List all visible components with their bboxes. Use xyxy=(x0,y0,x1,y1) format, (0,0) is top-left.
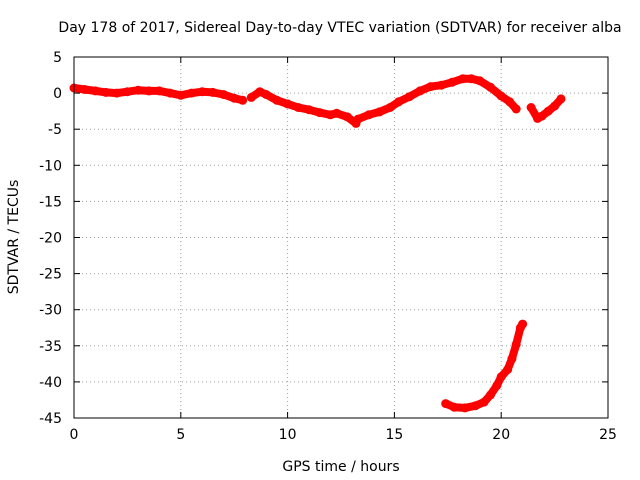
data-point xyxy=(353,114,363,124)
y-tick-label: -25 xyxy=(39,267,62,283)
data-point xyxy=(507,354,517,364)
series-group xyxy=(441,319,528,413)
data-point xyxy=(511,339,521,349)
data-point xyxy=(479,397,489,407)
data-point xyxy=(154,86,164,96)
data-point xyxy=(436,80,446,90)
data-point xyxy=(272,95,282,105)
data-point xyxy=(404,92,414,102)
data-point xyxy=(283,99,293,109)
x-tick-label: 10 xyxy=(279,427,297,443)
data-point xyxy=(511,104,521,114)
data-point xyxy=(315,108,325,118)
data-point xyxy=(133,85,143,95)
data-point xyxy=(246,92,256,102)
x-tick-label: 20 xyxy=(492,427,510,443)
data-point xyxy=(460,403,470,413)
x-tick-label: 25 xyxy=(599,427,617,443)
data-point xyxy=(219,90,228,99)
axis-ticks: 0 5 10 15 20 25 5 0 -5 -10 -15 -20 -25 -30 -35 -40 -45 xyxy=(39,50,617,443)
data-point xyxy=(486,390,495,400)
data-point xyxy=(471,401,481,411)
data-series xyxy=(69,74,566,413)
y-tick-label: -20 xyxy=(39,231,62,247)
data-point xyxy=(293,103,303,112)
data-point xyxy=(165,88,175,98)
data-point xyxy=(176,90,186,100)
data-point xyxy=(90,86,100,96)
y-tick-label: 5 xyxy=(53,50,62,66)
data-point xyxy=(466,74,476,84)
data-point xyxy=(492,381,502,390)
series-group xyxy=(246,87,361,128)
data-point xyxy=(261,90,271,99)
x-axis-label: GPS time / hours xyxy=(282,459,399,475)
data-point xyxy=(505,97,515,107)
data-point xyxy=(394,97,404,107)
data-point xyxy=(518,319,528,329)
y-tick-label: -40 xyxy=(39,375,62,391)
x-tick-label: 5 xyxy=(176,427,185,443)
y-tick-label: -5 xyxy=(48,122,62,138)
x-tick-label: 0 xyxy=(70,427,79,443)
y-tick-label: -15 xyxy=(39,194,62,210)
data-point xyxy=(364,110,374,120)
data-point xyxy=(332,108,342,118)
data-point xyxy=(238,95,248,105)
chart-title: Day 178 of 2017, Sidereal Day-to-day VTE… xyxy=(58,20,621,36)
data-point xyxy=(342,112,352,122)
data-point xyxy=(426,82,436,92)
data-point xyxy=(304,105,314,115)
data-point xyxy=(556,94,566,104)
data-point xyxy=(187,88,196,98)
data-point xyxy=(441,399,451,409)
series-group xyxy=(526,94,566,123)
data-point xyxy=(385,103,395,112)
data-point xyxy=(447,77,457,87)
data-point xyxy=(229,93,239,103)
y-tick-label: -10 xyxy=(39,158,62,174)
y-tick-label: -30 xyxy=(39,303,62,319)
data-point xyxy=(543,106,553,116)
data-point xyxy=(122,87,132,97)
data-point xyxy=(80,85,90,94)
data-point xyxy=(503,365,513,375)
y-tick-label: -45 xyxy=(39,411,62,427)
data-point xyxy=(449,402,459,412)
data-point xyxy=(415,86,425,96)
data-point xyxy=(526,103,536,112)
x-tick-label: 15 xyxy=(385,427,403,443)
data-point xyxy=(374,107,384,117)
data-point xyxy=(550,101,560,111)
data-point xyxy=(208,87,218,97)
data-point xyxy=(197,87,207,97)
y-tick-label: 0 xyxy=(53,86,62,102)
y-tick-label: -35 xyxy=(39,339,62,355)
data-point xyxy=(496,91,506,101)
data-point xyxy=(475,76,485,86)
data-point xyxy=(486,82,495,92)
series-line xyxy=(441,320,527,412)
series-group xyxy=(69,83,248,105)
data-point xyxy=(496,372,506,382)
data-point xyxy=(458,74,468,84)
y-axis-label: SDTVAR / TECUs xyxy=(6,180,22,295)
data-point xyxy=(537,111,547,121)
data-point xyxy=(101,87,111,97)
data-point xyxy=(112,88,122,98)
series-group xyxy=(353,74,521,124)
data-point xyxy=(144,86,154,96)
